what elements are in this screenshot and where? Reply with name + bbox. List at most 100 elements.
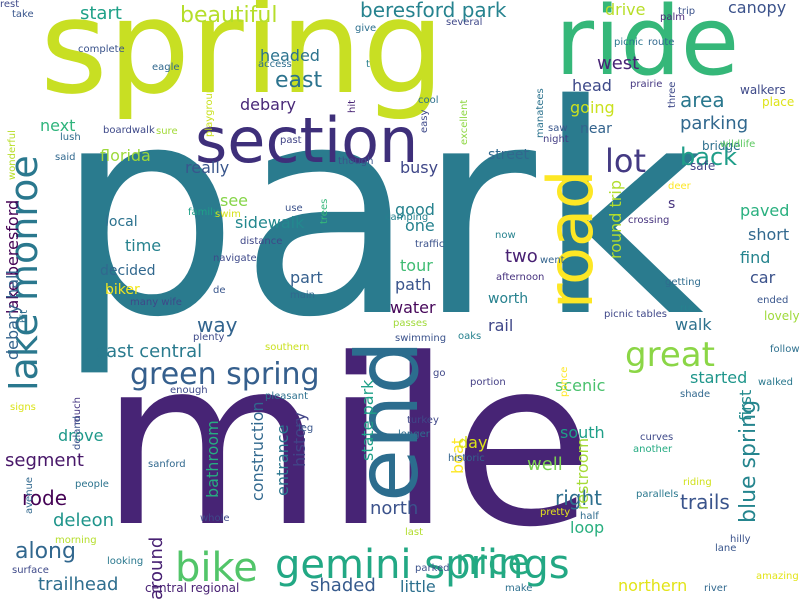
cloud-word: pretty <box>540 507 571 518</box>
cloud-word: state park <box>358 379 377 461</box>
cloud-word: spring <box>40 0 445 123</box>
cloud-word: follow <box>770 344 800 355</box>
cloud-word: walked <box>758 377 794 388</box>
cloud-word: road <box>534 169 607 309</box>
cloud-word: use <box>285 203 303 214</box>
cloud-word: another <box>633 444 673 455</box>
cloud-word: main <box>290 290 315 301</box>
cloud-word: water <box>390 298 436 317</box>
cloud-word: curves <box>640 432 674 443</box>
cloud-word: picnic <box>614 37 644 48</box>
cloud-word: de <box>213 285 226 296</box>
cloud-word: walkers <box>740 83 786 97</box>
cloud-word: rail <box>488 316 514 335</box>
cloud-word: cool <box>418 95 439 106</box>
cloud-word: parked <box>415 563 450 574</box>
cloud-word: passes <box>393 318 428 329</box>
cloud-word: loop <box>570 518 605 537</box>
cloud-word: playground <box>204 80 215 137</box>
cloud-word: sidewalk <box>235 213 305 232</box>
cloud-word: rode <box>22 486 68 510</box>
cloud-word: car <box>750 268 776 287</box>
cloud-word: beautiful <box>180 3 278 28</box>
cloud-word: swim <box>215 209 241 220</box>
cloud-word: complete <box>78 44 125 55</box>
cloud-word: take <box>12 9 34 20</box>
cloud-word: portion <box>470 377 506 388</box>
cloud-word: pleasant <box>265 391 309 402</box>
cloud-word: three <box>667 81 678 108</box>
cloud-word: gemini springs <box>275 542 570 588</box>
cloud-word: great <box>625 335 715 375</box>
cloud-word: surface <box>12 565 49 576</box>
cloud-word: several <box>446 17 483 28</box>
cloud-word: family <box>188 207 219 218</box>
cloud-word: little <box>400 577 436 596</box>
cloud-word: amazing <box>756 571 799 582</box>
cloud-word: camping <box>385 212 429 223</box>
cloud-word: parking <box>680 113 749 134</box>
cloud-word: said <box>55 152 76 163</box>
cloud-word: went <box>540 255 565 266</box>
cloud-word: historic <box>448 453 485 464</box>
cloud-word: looking <box>107 556 144 567</box>
cloud-word: really <box>185 158 230 177</box>
cloud-word: find <box>740 248 771 267</box>
cloud-word: day <box>458 433 488 452</box>
cloud-word: deland <box>72 415 83 450</box>
cloud-word: restroom <box>573 437 592 510</box>
cloud-word: central regional <box>145 581 240 595</box>
cloud-word: drove <box>58 426 104 445</box>
cloud-word: lane <box>715 543 737 554</box>
cloud-word: local <box>105 214 138 230</box>
cloud-word: well <box>527 454 563 475</box>
cloud-word: street <box>488 147 529 163</box>
cloud-word: canopy <box>728 0 787 17</box>
cloud-word: deleon <box>53 510 114 531</box>
cloud-word: construction <box>248 401 267 502</box>
cloud-word: lush <box>60 132 81 143</box>
cloud-word: beresford park <box>360 0 507 22</box>
cloud-word: start <box>80 3 122 24</box>
cloud-word: bridge <box>702 139 741 153</box>
cloud-word: many wife <box>130 297 182 308</box>
cloud-word: half <box>580 511 599 522</box>
cloud-word: morning <box>55 535 97 546</box>
cloud-word: afternoon <box>496 272 545 283</box>
cloud-word: drive <box>605 0 646 19</box>
cloud-word: segment <box>5 450 84 471</box>
cloud-word: last <box>405 527 424 538</box>
cloud-word: boardwalk <box>103 125 155 136</box>
cloud-word: southern <box>265 342 310 353</box>
cloud-word: first <box>736 389 755 421</box>
cloud-word: biker <box>105 282 140 298</box>
cloud-word: paved <box>740 201 790 220</box>
cloud-word: go <box>433 368 446 379</box>
cloud-word: hit <box>347 99 358 113</box>
cloud-word: trails <box>680 490 730 514</box>
cloud-word: leg <box>298 423 314 434</box>
cloud-word: shaded <box>310 575 376 596</box>
cloud-word: time <box>125 236 162 255</box>
cloud-word: river <box>704 583 728 594</box>
cloud-word: scenic <box>555 376 606 395</box>
cloud-word: give <box>355 23 377 34</box>
cloud-word: navigate <box>213 253 257 264</box>
cloud-word: picnic tables <box>604 309 667 320</box>
cloud-word: short <box>748 225 790 244</box>
cloud-word: distance <box>240 236 283 247</box>
cloud-word: getting <box>665 277 701 288</box>
cloud-word: lot <box>605 142 647 180</box>
cloud-word: people <box>75 479 109 490</box>
cloud-word: debary <box>240 95 297 114</box>
cloud-word: busy <box>400 158 439 177</box>
cloud-word: walk <box>675 315 712 334</box>
cloud-word: park <box>55 44 704 381</box>
cloud-word: headed <box>260 46 320 65</box>
cloud-word: ponce <box>559 366 570 397</box>
cloud-word: prairie <box>630 79 663 90</box>
cloud-word: near <box>580 121 612 137</box>
cloud-word: round trip <box>606 180 625 259</box>
cloud-word: easy <box>419 109 430 133</box>
cloud-word: nice <box>455 542 530 583</box>
